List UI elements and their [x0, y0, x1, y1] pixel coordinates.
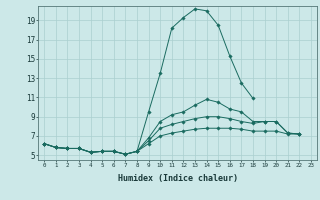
X-axis label: Humidex (Indice chaleur): Humidex (Indice chaleur)	[118, 174, 238, 183]
